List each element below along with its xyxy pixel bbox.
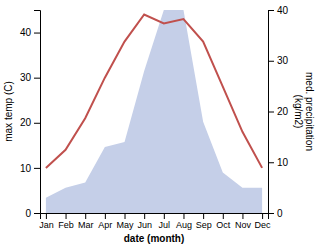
axis-line (269, 11, 275, 214)
tick-mark (242, 213, 243, 219)
tick-mark (203, 213, 204, 219)
tick-mark (85, 213, 86, 219)
tick: 30 (268, 55, 289, 66)
tick: May (117, 213, 135, 230)
tick: Feb (58, 213, 74, 230)
tick-label: Mar (78, 220, 94, 230)
tick-mark (268, 213, 274, 214)
tick-mark (223, 213, 224, 219)
tick: 40 (268, 5, 289, 16)
tick-label: May (117, 220, 135, 230)
tick: Mar (78, 213, 94, 230)
chart: Jan Feb Mar Apr MayJun Jul Aug Sep Oct NovDec 0 10 2… (0, 0, 318, 247)
tick-mark (34, 213, 40, 214)
tick-mark (144, 213, 145, 219)
tick: 40 (20, 27, 40, 38)
tick-label: 10 (277, 157, 289, 168)
axis-line (41, 214, 269, 220)
tick: 10 (20, 163, 40, 174)
tick-label: Sep (196, 220, 212, 230)
tick-label: 20 (277, 106, 289, 117)
y-axis: 0 10 20 30 40 (20, 11, 41, 219)
tick-label: 30 (277, 55, 289, 66)
tick-mark (268, 112, 274, 113)
x-axis: Jan Feb Mar Apr MayJun Jul Aug Sep Oct NovDec (39, 213, 271, 230)
title-line: med. precipitation (304, 72, 315, 151)
line (46, 15, 262, 168)
y2-axis-title: med. precipitation(kg/m2) (293, 72, 315, 151)
tick-mark (46, 213, 47, 219)
title-line: (kg/m2) (293, 95, 304, 129)
y-axis-title: max temp (C) (3, 81, 14, 142)
tick-mark (34, 78, 40, 79)
tick-label: Jul (159, 220, 171, 230)
tick-mark (268, 162, 274, 163)
tick-mark (262, 213, 263, 219)
tick-mark (164, 213, 165, 219)
x-axis-title: date (month) (124, 233, 185, 244)
tick: Jul (159, 213, 171, 230)
tick-mark (34, 33, 40, 34)
tick-label: 30 (20, 72, 32, 83)
tick-label: Aug (176, 220, 192, 230)
tick-mark (34, 123, 40, 124)
tick-label: 20 (20, 117, 32, 128)
plot-area (46, 10, 262, 213)
y2-axis: 0 10 20 30 40 (268, 5, 289, 219)
tick-mark (105, 213, 106, 219)
tick-mark (125, 213, 126, 219)
tick-label: 10 (20, 163, 32, 174)
tick: 20 (20, 117, 40, 128)
tick-mark (34, 168, 40, 169)
tick-label: Apr (98, 220, 112, 230)
chart-container: Jan Feb Mar Apr MayJun Jul Aug Sep Oct NovDec 0 10 2… (0, 0, 318, 247)
tick: Apr (98, 213, 112, 230)
tick: 0 (25, 208, 40, 219)
tick-label: 40 (20, 27, 32, 38)
tick-label: Jan (39, 220, 54, 230)
tick: Aug (176, 213, 192, 230)
tick-label: Feb (58, 220, 74, 230)
tick: Oct (216, 213, 231, 230)
tick-label: Jun (137, 220, 152, 230)
tick-label: 0 (277, 208, 283, 219)
tick-label: 40 (277, 5, 289, 16)
tick-label: Nov (235, 220, 252, 230)
tick: 20 (268, 106, 289, 117)
area (46, 10, 262, 213)
tick-mark (268, 10, 274, 11)
tick: Jan (39, 213, 54, 230)
tick: 30 (20, 72, 40, 83)
tick: 10 (268, 157, 289, 168)
tick-mark (183, 213, 184, 219)
axis-line (34, 11, 41, 214)
tick: Dec (255, 213, 272, 230)
tick: Jun (137, 213, 152, 230)
tick-label: Dec (255, 220, 272, 230)
tick-label: 0 (25, 208, 31, 219)
tick-mark (268, 61, 274, 62)
tick-label: Oct (216, 220, 231, 230)
tick-mark (66, 213, 67, 219)
tick: 0 (268, 208, 283, 219)
tick: Sep (196, 213, 212, 230)
tick: Nov (235, 213, 252, 230)
